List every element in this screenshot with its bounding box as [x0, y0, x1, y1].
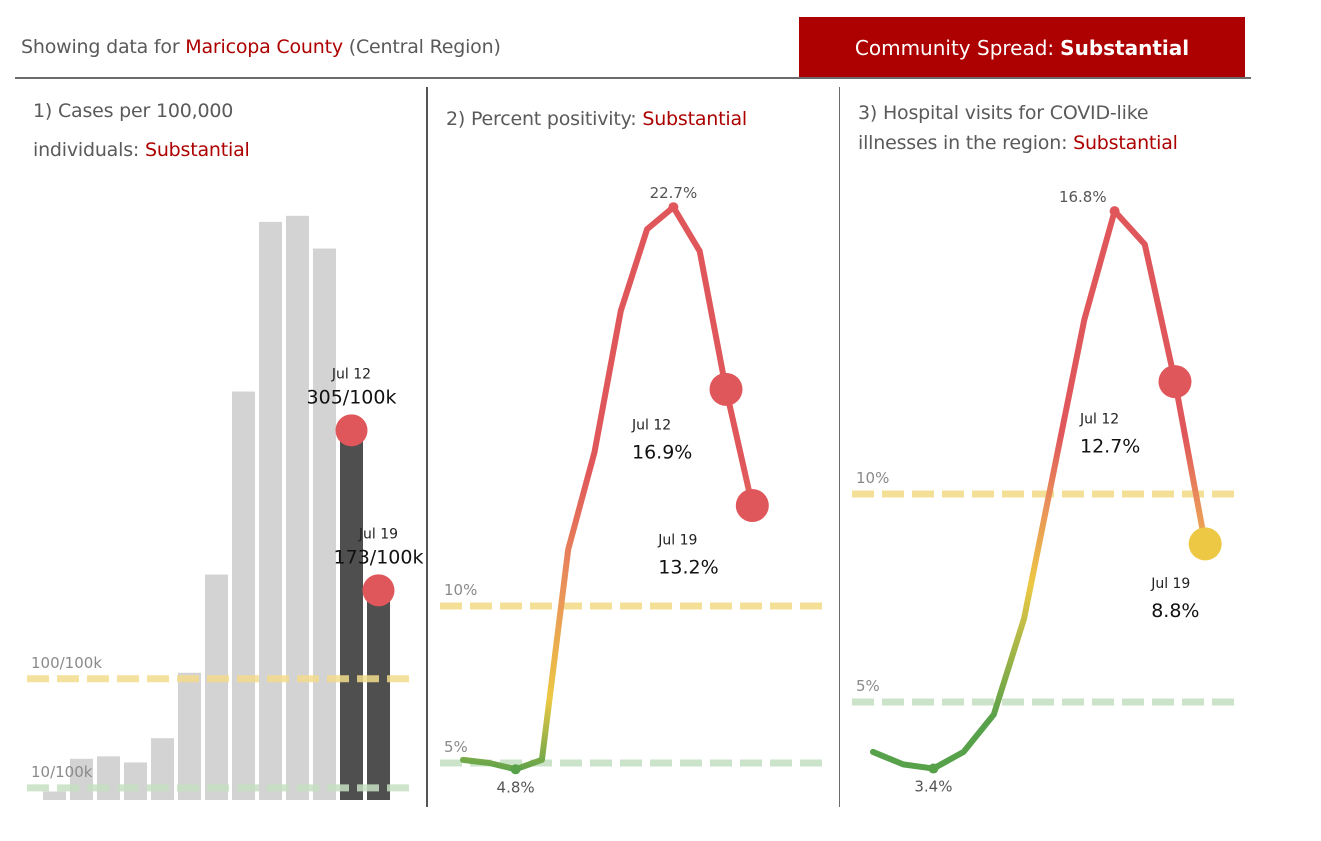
panel-3-title: 3) Hospital visits for COVID-like illnes…: [858, 98, 1178, 158]
region-name: (Central Region): [348, 36, 501, 58]
panel-2-title-line1: 2) Percent positivity:: [446, 108, 637, 130]
panel-1-title-line2: individuals:: [33, 139, 140, 161]
highlighted-bar: [367, 590, 390, 800]
data-scope-header: Showing data for Maricopa County (Centra…: [21, 36, 501, 58]
community-spread-badge: Community Spread: Substantial: [799, 17, 1245, 78]
header-prefix: Showing data for: [21, 36, 180, 58]
min-point: [928, 763, 939, 774]
max-point: [1109, 206, 1120, 217]
data-marker: [362, 574, 395, 607]
max-label: 16.8%: [1059, 188, 1107, 206]
max-point: [668, 202, 679, 213]
bar: [178, 672, 201, 800]
panel-1-title: 1) Cases per 100,000 individuals: Substa…: [33, 92, 250, 170]
data-marker: [335, 414, 368, 447]
annotation-date: Jul 12: [331, 366, 371, 382]
threshold-label: 100/100k: [31, 654, 102, 672]
data-marker: [735, 489, 769, 523]
annotation-value: 8.8%: [1151, 600, 1199, 622]
county-name[interactable]: Maricopa County: [185, 36, 343, 58]
panel-divider-1: [426, 87, 428, 807]
bar: [259, 221, 282, 801]
bar: [97, 756, 120, 800]
panel-3-title-line1: 3) Hospital visits for COVID-like: [858, 102, 1149, 124]
annotation-value: 305/100k: [307, 386, 397, 408]
threshold-label: 10%: [856, 469, 889, 487]
annotation-date: Jul 19: [358, 526, 398, 542]
threshold-label: 5%: [444, 738, 468, 756]
series-line: [460, 204, 756, 773]
hospital-visits-line-chart: 10% 5% 3.4% 16.8% Jul 12 12.7% Jul 19 8.8%: [852, 188, 1236, 796]
header-divider: [15, 77, 1251, 79]
panel-3-title-line2: illnesses in the region:: [858, 132, 1068, 154]
annotation-value: 12.7%: [1080, 436, 1140, 458]
annotation-value: 173/100k: [334, 546, 424, 568]
panel-2-title: 2) Percent positivity: Substantial: [446, 100, 747, 139]
annotation-date: Jul 19: [657, 533, 697, 549]
highlighted-bar: [340, 430, 363, 800]
cases-bar-chart: 100/100k 10/100k Jul 12 305/100k Jul 19 173/…: [27, 215, 424, 801]
min-label: 4.8%: [497, 778, 535, 796]
bar: [124, 762, 147, 800]
threshold-label: 10%: [444, 581, 477, 599]
spread-level: Substantial: [1060, 35, 1190, 60]
panel-3-status: Substantial: [1073, 132, 1178, 154]
panel-2-status: Substantial: [642, 108, 747, 130]
panel-divider-2: [839, 87, 840, 807]
min-label: 3.4%: [914, 778, 952, 796]
threshold-label: 5%: [856, 677, 880, 695]
threshold-label: 10/100k: [31, 763, 93, 781]
panel-1-title-line1: 1) Cases per 100,000: [33, 100, 234, 122]
bar: [205, 574, 228, 800]
annotation-value: 16.9%: [632, 441, 692, 463]
annotation-date: Jul 19: [1150, 576, 1190, 592]
annotation-date: Jul 12: [1079, 412, 1119, 428]
data-marker: [1188, 527, 1222, 561]
min-point: [510, 764, 521, 775]
annotation-value: 13.2%: [658, 557, 718, 579]
series-line: [870, 208, 1209, 772]
data-marker: [1158, 365, 1192, 399]
bar: [313, 248, 336, 801]
panel-1-status: Substantial: [144, 139, 250, 161]
data-marker: [709, 372, 743, 406]
positivity-line-chart: 10% 5% 4.8% 22.7% Jul 12 16.9% Jul 19 13.2%: [440, 184, 822, 796]
bar: [286, 215, 309, 801]
bar: [43, 791, 66, 800]
spread-label: Community Spread:: [854, 35, 1055, 60]
bar: [232, 391, 255, 800]
annotation-date: Jul 12: [631, 417, 671, 433]
max-label: 22.7%: [650, 184, 698, 202]
